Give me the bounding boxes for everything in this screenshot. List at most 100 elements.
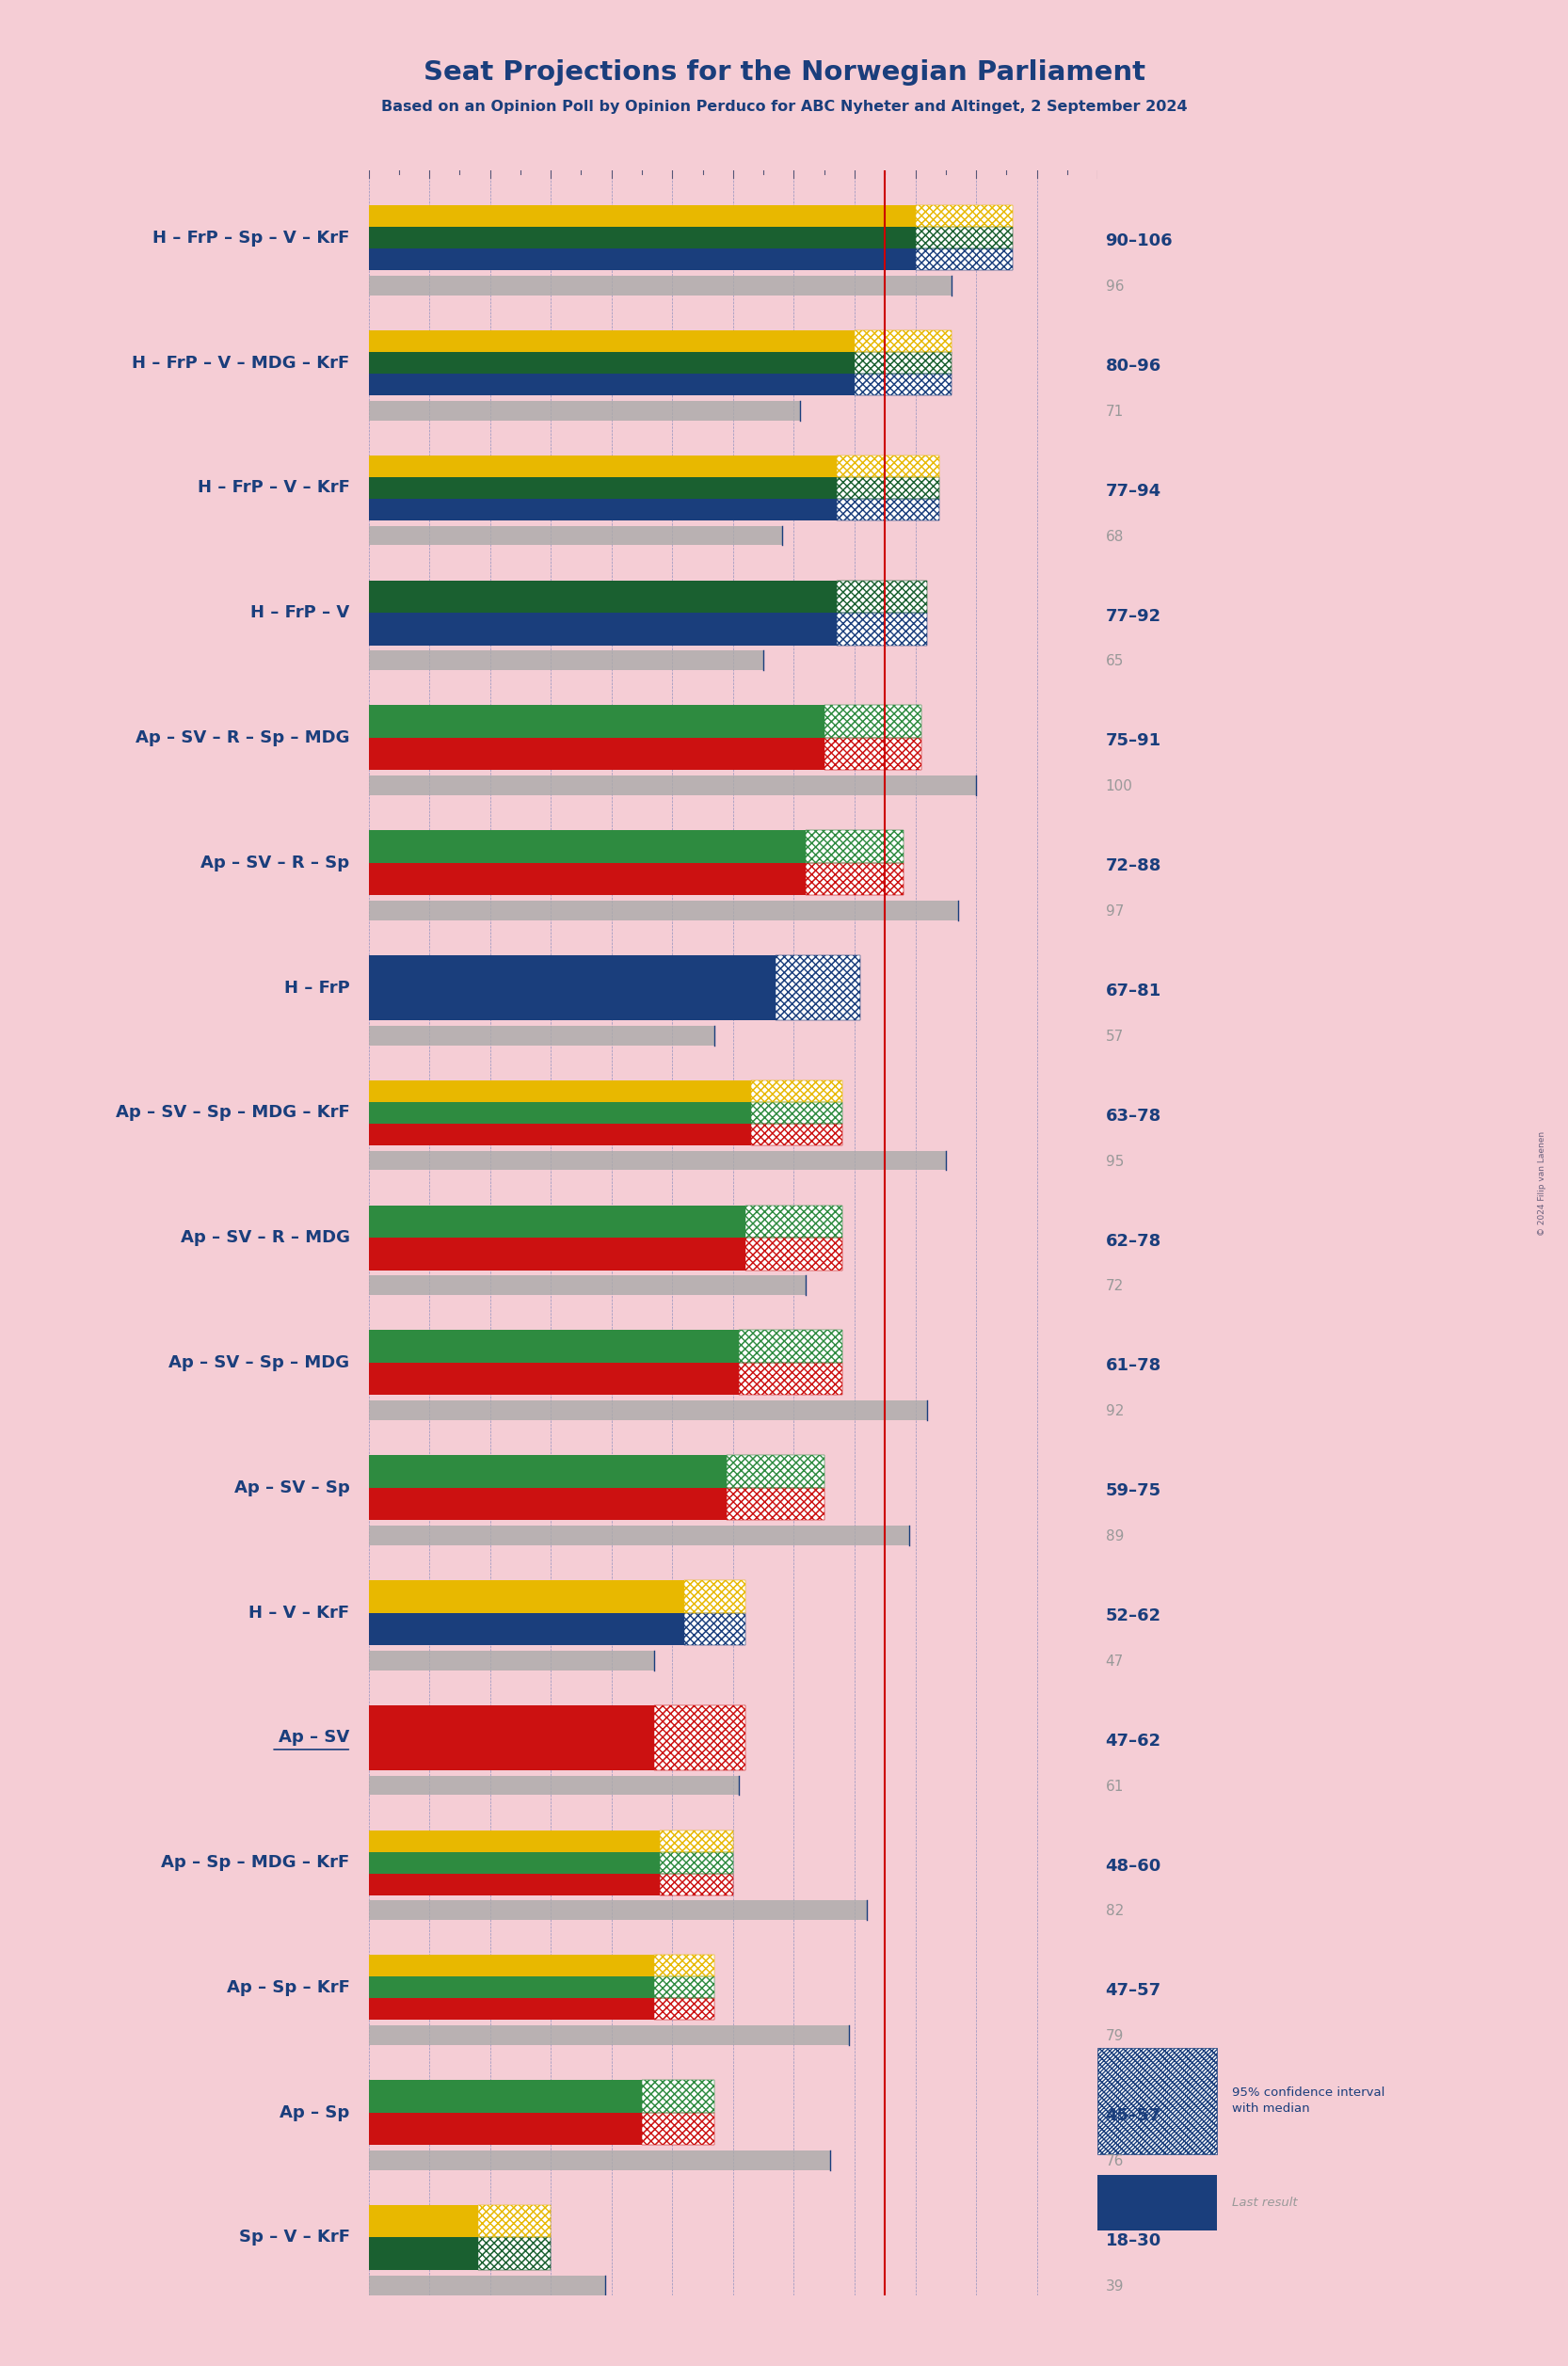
Text: H – V – KrF: H – V – KrF <box>249 1604 350 1621</box>
Bar <box>660 1874 732 1895</box>
Bar <box>368 499 836 521</box>
Bar <box>728 1455 825 1488</box>
Text: 77–94: 77–94 <box>1105 483 1160 499</box>
Bar <box>836 478 939 499</box>
Text: 89: 89 <box>1105 1528 1124 1543</box>
Text: 57: 57 <box>1105 1029 1124 1043</box>
Bar <box>916 206 1013 227</box>
Bar <box>836 613 927 646</box>
Bar <box>916 227 1013 248</box>
Bar <box>751 1124 842 1145</box>
Bar <box>478 2205 550 2238</box>
Bar <box>368 738 825 771</box>
Text: Ap – Sp – MDG – KrF: Ap – Sp – MDG – KrF <box>162 1855 350 1872</box>
Bar <box>478 2238 550 2269</box>
Bar <box>751 1103 842 1124</box>
Bar <box>368 1954 654 1976</box>
Bar <box>660 1853 732 1874</box>
Bar <box>368 478 836 499</box>
Bar <box>728 1455 825 1488</box>
Bar <box>660 1874 732 1895</box>
Bar <box>368 1027 715 1046</box>
Bar <box>368 1401 927 1420</box>
Text: 100: 100 <box>1105 778 1132 793</box>
Bar <box>684 1614 745 1644</box>
Bar <box>836 499 939 521</box>
Bar <box>368 1874 660 1895</box>
Bar <box>745 1237 842 1271</box>
Bar <box>855 331 952 353</box>
Bar <box>855 353 952 374</box>
Bar <box>1098 2174 1217 2231</box>
Bar <box>806 830 903 864</box>
Text: 75–91: 75–91 <box>1105 733 1160 750</box>
Text: 47–62: 47–62 <box>1105 1732 1160 1748</box>
Bar <box>368 374 855 395</box>
Bar <box>825 738 922 771</box>
Bar <box>916 248 1013 270</box>
Bar <box>751 1081 842 1103</box>
Bar <box>368 1124 751 1145</box>
Text: Ap – SV – Sp – MDG: Ap – SV – Sp – MDG <box>169 1353 350 1372</box>
Bar <box>654 1706 745 1770</box>
Bar <box>478 2205 550 2238</box>
Bar <box>368 1237 745 1271</box>
Bar <box>641 2113 715 2146</box>
Bar <box>368 1081 751 1103</box>
Text: 95: 95 <box>1105 1155 1124 1169</box>
Bar <box>478 2205 550 2238</box>
Text: 71: 71 <box>1105 405 1124 419</box>
Bar <box>836 499 939 521</box>
Bar <box>368 1150 946 1171</box>
Bar <box>806 830 903 864</box>
Bar <box>825 705 922 738</box>
Bar <box>368 1455 728 1488</box>
Bar <box>836 580 927 613</box>
Bar <box>368 1976 654 1999</box>
Bar <box>368 248 916 270</box>
Bar <box>825 738 922 771</box>
Bar <box>641 2113 715 2146</box>
Bar <box>368 1999 654 2021</box>
Bar <box>368 901 958 920</box>
Bar <box>478 2238 550 2269</box>
Text: 72: 72 <box>1105 1280 1124 1294</box>
Bar <box>368 2205 478 2238</box>
Bar <box>855 331 952 353</box>
Bar <box>641 2080 715 2113</box>
Bar <box>654 1999 715 2021</box>
Text: Ap – Sp – KrF: Ap – Sp – KrF <box>226 1978 350 1997</box>
Bar <box>660 1829 732 1853</box>
Bar <box>806 830 903 864</box>
Bar <box>368 331 855 353</box>
Bar <box>751 1081 842 1103</box>
Text: 80–96: 80–96 <box>1105 357 1162 374</box>
Bar <box>368 705 825 738</box>
Text: Sp – V – KrF: Sp – V – KrF <box>238 2229 350 2245</box>
Text: Ap – SV – R – Sp: Ap – SV – R – Sp <box>201 854 350 871</box>
Bar <box>1098 2047 1217 2153</box>
Bar <box>368 1651 654 1670</box>
Text: 47–57: 47–57 <box>1105 1983 1160 1999</box>
Text: H – FrP – Sp – V – KrF: H – FrP – Sp – V – KrF <box>152 230 350 246</box>
Text: 63–78: 63–78 <box>1105 1107 1162 1124</box>
Bar <box>806 864 903 894</box>
Bar <box>368 956 776 1020</box>
Bar <box>368 651 764 670</box>
Bar <box>806 864 903 894</box>
Bar <box>654 1706 745 1770</box>
Text: 95% confidence interval
with median: 95% confidence interval with median <box>1232 2087 1385 2115</box>
Bar <box>654 1706 745 1770</box>
Bar <box>836 454 939 478</box>
Bar <box>739 1330 842 1363</box>
Bar <box>368 1829 660 1853</box>
Bar <box>739 1330 842 1363</box>
Bar <box>660 1853 732 1874</box>
Bar <box>660 1874 732 1895</box>
Bar <box>728 1488 825 1519</box>
Bar <box>654 1954 715 1976</box>
Bar <box>684 1580 745 1614</box>
Bar <box>836 580 927 613</box>
Bar <box>368 1488 728 1519</box>
Text: Ap – Sp: Ap – Sp <box>279 2103 350 2120</box>
